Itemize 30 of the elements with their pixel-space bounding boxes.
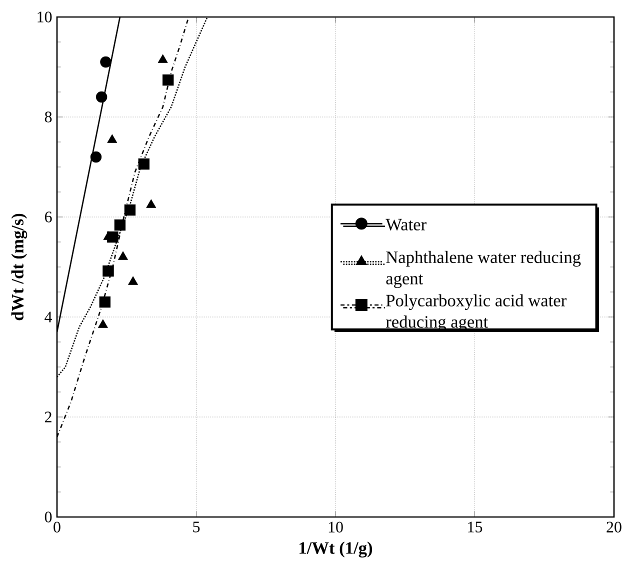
y-tick-label: 4 — [44, 312, 52, 322]
point — [158, 54, 168, 63]
point — [98, 319, 108, 328]
point — [102, 265, 114, 277]
point — [124, 204, 136, 216]
y-axis-title: dWt /dt (mg/s) — [11, 214, 28, 320]
x-tick-label: 5 — [193, 522, 200, 532]
point — [114, 219, 126, 231]
legend-label: Water — [386, 218, 426, 231]
x-axis-title: 1/Wt (1/g) — [300, 542, 372, 558]
legend-label: Naphthalene water reducing agent — [386, 250, 581, 288]
point — [162, 74, 174, 86]
x-tick-label: 10 — [328, 522, 343, 532]
y-tick-label: 6 — [44, 212, 52, 222]
point — [146, 199, 156, 208]
point — [107, 134, 118, 143]
x-tick-label: 0 — [54, 522, 60, 532]
y-tick-label: 8 — [44, 112, 52, 122]
x-tick-label: 15 — [468, 522, 482, 532]
point — [99, 296, 111, 308]
point — [128, 276, 138, 285]
point — [90, 151, 102, 163]
point — [100, 56, 112, 68]
y-tick-label: 2 — [45, 412, 52, 422]
y-tick-label: 0 — [44, 512, 52, 522]
point — [138, 158, 150, 170]
y-tick-label: 10 — [38, 12, 52, 22]
point — [96, 91, 108, 103]
x-tick-label: 20 — [606, 522, 622, 532]
point — [118, 251, 128, 260]
